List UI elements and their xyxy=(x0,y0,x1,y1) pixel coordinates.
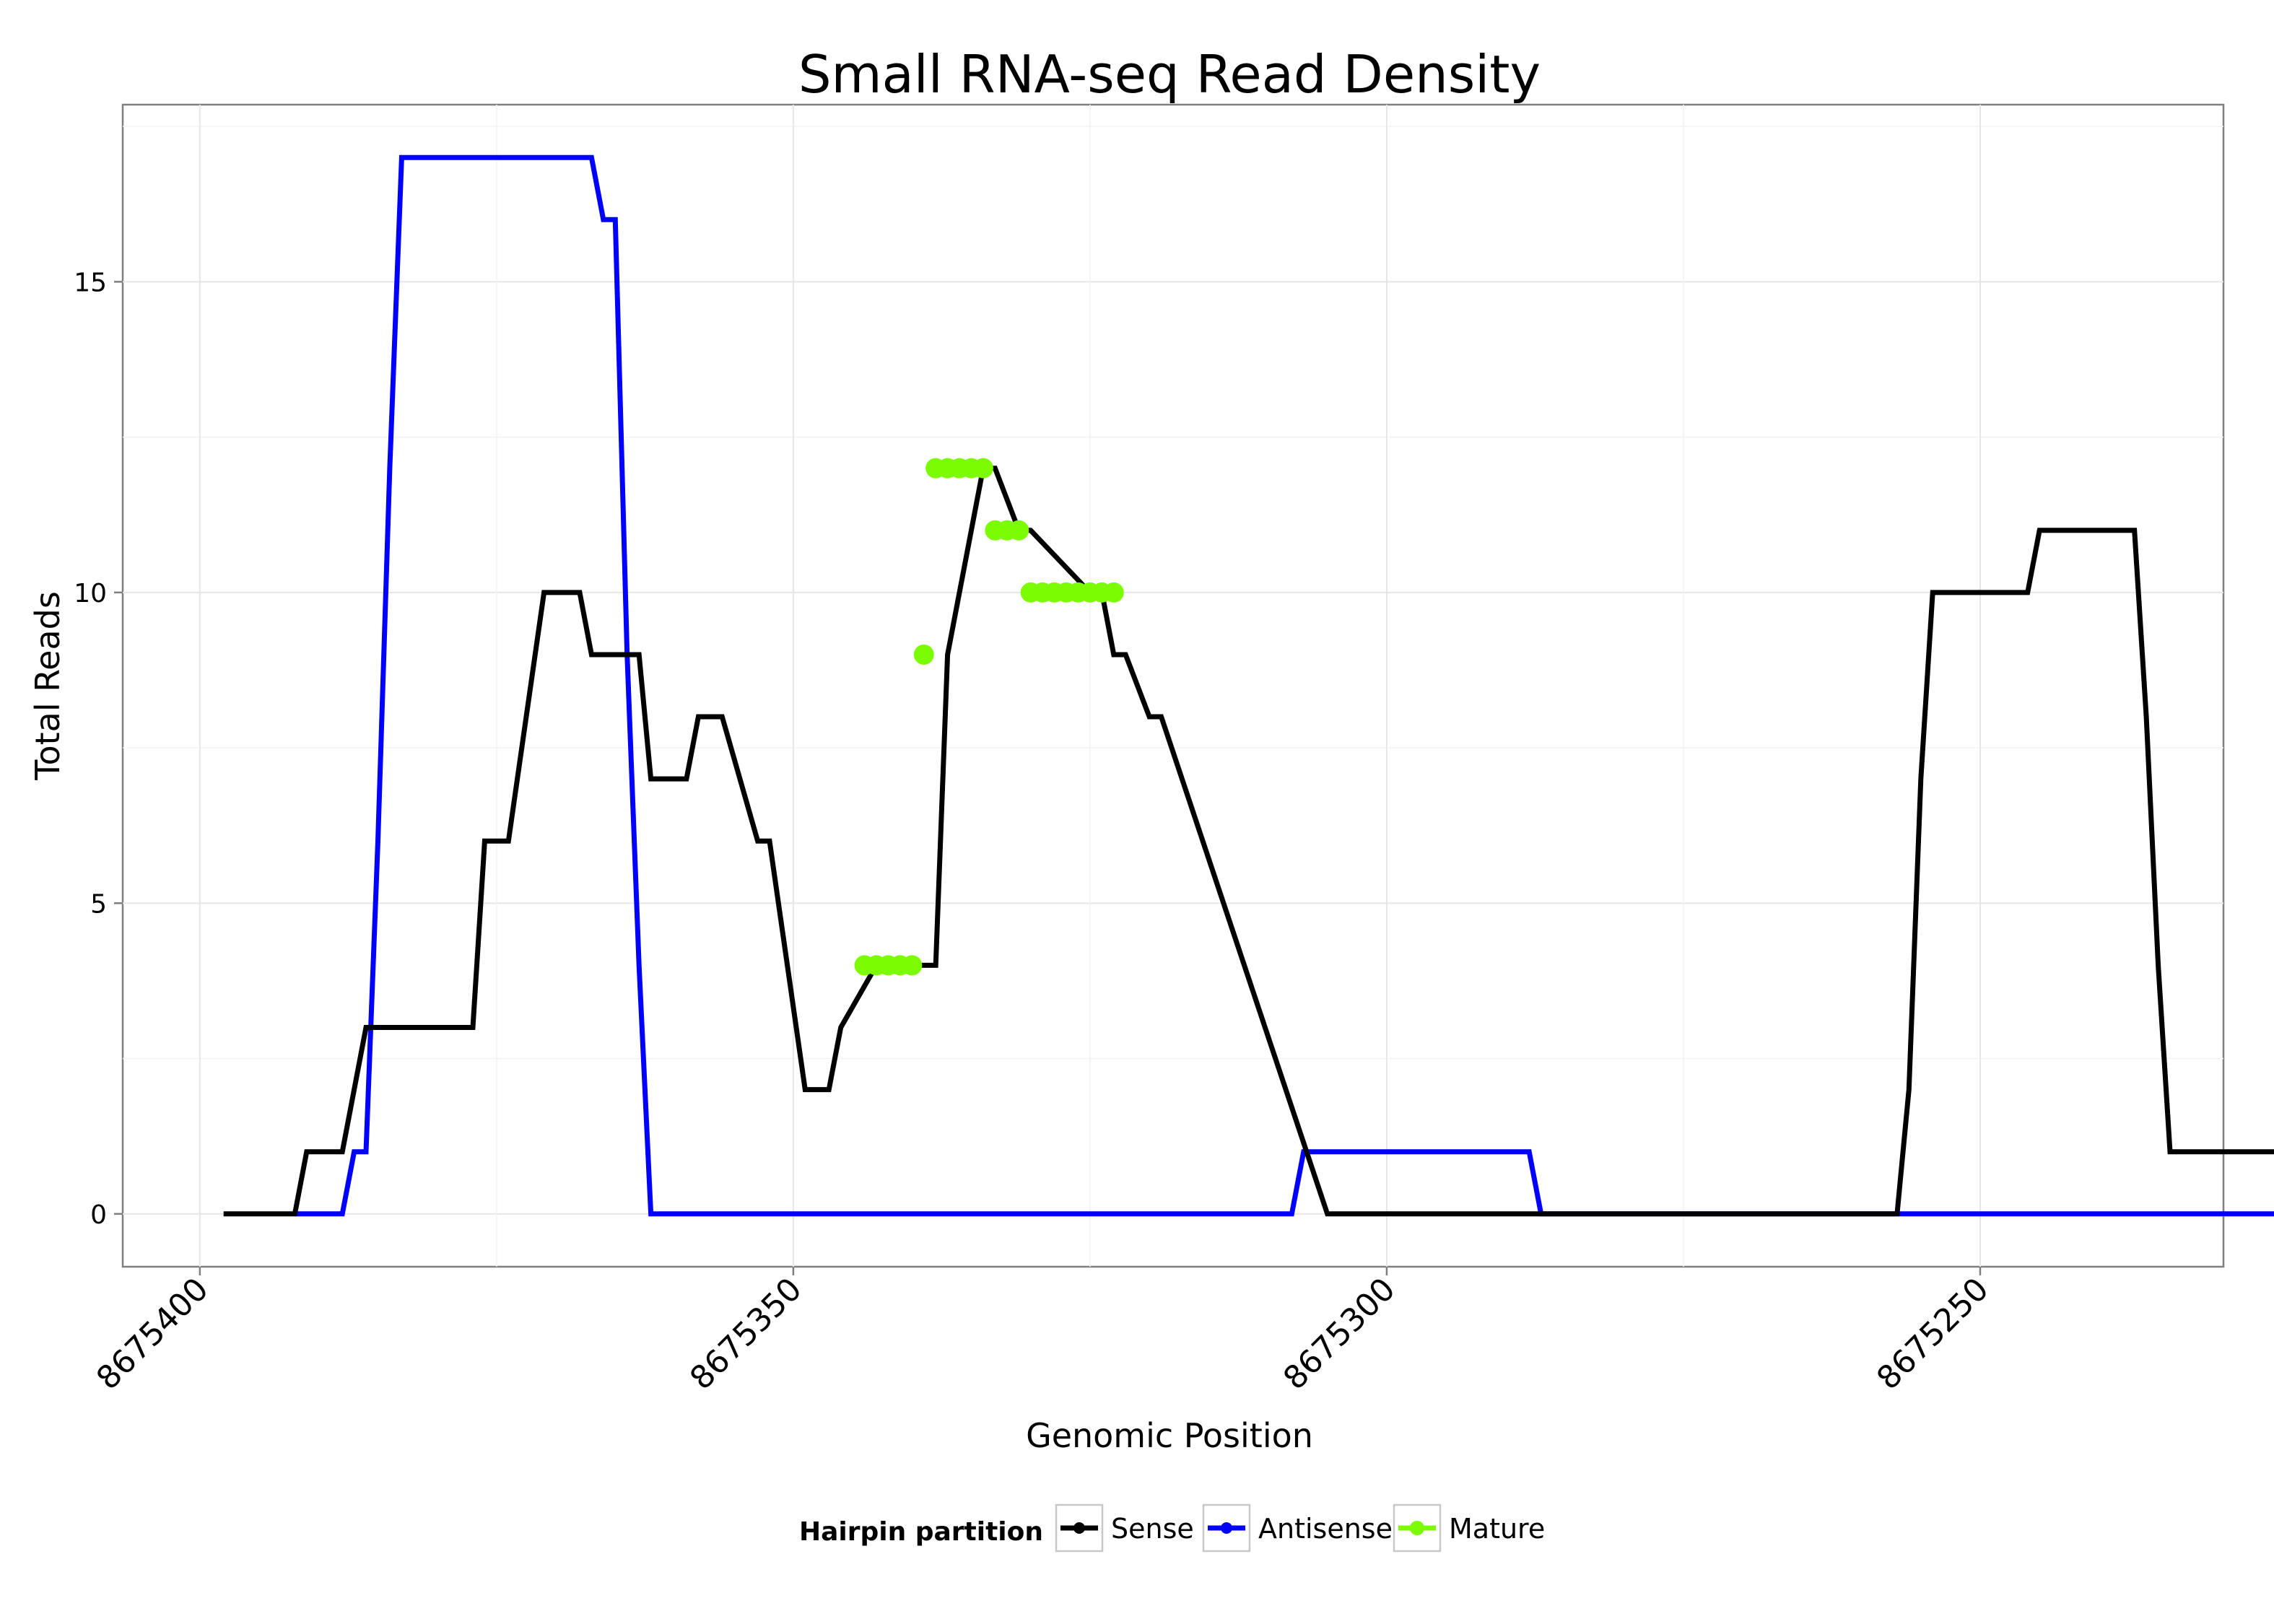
legend-key-dot-sense xyxy=(1073,1522,1085,1534)
y-axis: 0 5 10 15 xyxy=(74,268,123,1230)
legend: Hairpin partition Sense Antisense Mature xyxy=(799,1503,1545,1553)
legend-label-antisense: Antisense xyxy=(1258,1513,1393,1545)
y-tick-label: 5 xyxy=(90,889,107,919)
mature-points xyxy=(854,458,1124,976)
mature-point xyxy=(913,644,934,665)
y-tick-label: 15 xyxy=(74,268,107,297)
x-tick-label: 8675300 xyxy=(1276,1271,1403,1397)
x-tick-label: 8675400 xyxy=(90,1271,216,1397)
legend-key-dot-mature xyxy=(1410,1521,1424,1535)
legend-label-mature: Mature xyxy=(1449,1513,1545,1545)
mature-point xyxy=(902,955,923,976)
x-axis: 8675400 8675350 8675300 8675250 xyxy=(90,1267,1996,1397)
legend-title: Hairpin partition xyxy=(799,1517,1043,1547)
chart-title: Small RNA-seq Read Density xyxy=(798,44,1541,105)
legend-item-antisense: Antisense xyxy=(1202,1503,1393,1553)
legend-label-sense: Sense xyxy=(1111,1513,1194,1545)
legend-item-sense: Sense xyxy=(1055,1503,1194,1553)
x-tick-label: 8675350 xyxy=(683,1271,809,1397)
plot-panel xyxy=(121,103,2225,1268)
x-tick-label: 8675250 xyxy=(1870,1271,1996,1397)
y-tick-label: 0 xyxy=(90,1200,107,1230)
legend-item-mature: Mature xyxy=(1393,1503,1545,1553)
x-axis-title: Genomic Position xyxy=(1026,1416,1313,1455)
mature-point xyxy=(1009,520,1029,541)
y-axis-title: Total Reads xyxy=(28,591,67,781)
mature-point xyxy=(1103,582,1124,603)
legend-key-dot-antisense xyxy=(1221,1522,1232,1534)
y-tick-label: 10 xyxy=(74,579,107,608)
mature-point xyxy=(972,458,993,479)
grid xyxy=(123,105,2223,1267)
